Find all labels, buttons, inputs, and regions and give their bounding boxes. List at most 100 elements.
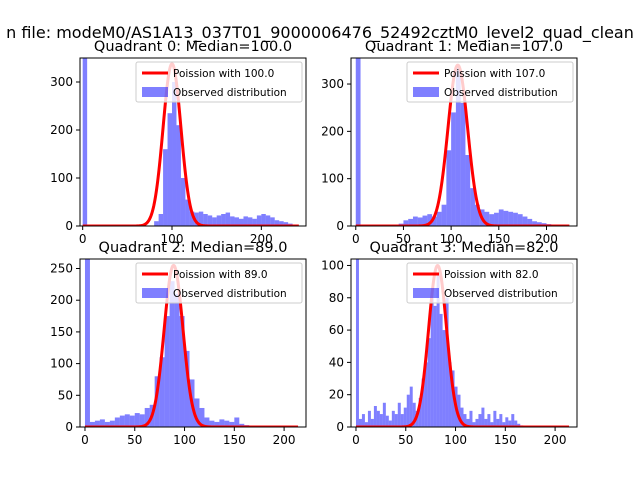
histogram-bar	[388, 420, 392, 427]
histogram-bar	[441, 204, 447, 226]
subplot-title: Quadrant 2: Median=89.0	[99, 240, 288, 256]
x-tick-label: 50	[127, 433, 142, 447]
histogram-bar	[397, 402, 401, 427]
histogram-bar	[408, 218, 413, 226]
histogram-bar	[391, 410, 395, 427]
axes-frame	[79, 57, 307, 227]
histogram-bar	[114, 417, 120, 427]
histogram-bar	[421, 378, 425, 427]
histogram-bar	[475, 418, 479, 427]
y-tick-label: 0	[336, 219, 344, 233]
histogram-bar	[139, 414, 145, 427]
histogram-bar	[185, 199, 190, 226]
histogram-bar	[214, 421, 220, 427]
histogram-bar	[499, 414, 503, 427]
histogram-bar	[367, 410, 371, 427]
histogram-bar	[239, 218, 244, 226]
histogram-bar	[432, 216, 437, 226]
x-tick-label: 50	[398, 433, 413, 447]
histogram-bar	[427, 214, 433, 226]
y-tick-label: 50	[58, 388, 73, 402]
histogram-bar	[209, 420, 215, 427]
x-tick-label: 200	[535, 232, 558, 246]
histogram-bar	[484, 211, 490, 226]
histogram-bar	[82, 58, 88, 226]
x-tick-label: 150	[487, 232, 510, 246]
histogram-bar	[212, 217, 217, 226]
x-tick-label: 0	[81, 433, 89, 447]
histogram-bar	[508, 211, 514, 226]
histogram-bar	[536, 222, 542, 226]
poisson-curve	[354, 263, 571, 427]
histogram-bar	[433, 305, 437, 427]
legend: Poission with 100.0 Observed distribution	[135, 61, 303, 103]
x-tick-label: 0	[79, 232, 87, 246]
histogram-bar	[239, 423, 245, 427]
histogram-bar	[158, 214, 164, 226]
histogram-bar	[484, 418, 488, 427]
histogram-bar	[84, 259, 90, 427]
histogram-bar	[494, 212, 499, 226]
histogram-bar	[394, 414, 398, 427]
histogram-bar	[283, 222, 289, 226]
histogram-bar	[376, 410, 380, 427]
histogram-bar	[406, 394, 410, 427]
histogram-bar	[261, 214, 266, 226]
y-tick-label: 100	[50, 357, 73, 371]
histogram-bar	[129, 415, 135, 427]
histogram-bar	[427, 338, 431, 427]
histogram-bar	[119, 415, 125, 427]
x-tick-label: 100	[161, 232, 184, 246]
subplot-3: 0 50 100 150 200 0 20 40 60 80 100 Poission with 82…	[321, 240, 578, 447]
poisson-curve	[83, 263, 300, 427]
histogram-bar	[385, 415, 389, 427]
histogram-bar	[169, 281, 175, 427]
x-tick-label: 50	[396, 232, 411, 246]
histogram-bar	[505, 417, 509, 427]
x-tick-label: 100	[440, 232, 463, 246]
histogram-bar	[517, 423, 521, 427]
histogram-bar	[403, 407, 407, 427]
histogram-bar	[221, 214, 226, 226]
legend-box	[406, 262, 574, 304]
histogram-bar	[379, 414, 383, 427]
plot-area	[83, 259, 300, 427]
legend-histogram-swatch	[142, 87, 168, 97]
y-tick-label: 150	[50, 325, 73, 339]
histogram-bar	[219, 419, 225, 427]
histogram-bar	[415, 410, 419, 427]
histogram-bar	[184, 350, 190, 427]
histogram-bar	[172, 82, 177, 226]
histogram-bar	[243, 216, 248, 226]
subplot-title: Quadrant 3: Median=82.0	[370, 240, 559, 256]
histogram-bar	[229, 421, 235, 427]
x-tick-label: 0	[352, 232, 360, 246]
y-tick-label: 40	[329, 355, 344, 369]
histogram-bar	[487, 414, 491, 427]
histogram-bar	[194, 398, 200, 427]
histogram-bar	[446, 150, 452, 226]
histogram-bar	[493, 410, 497, 427]
subplot-2: 0 50 100 150 200 0 50 100 150 200 250 Poission with…	[50, 240, 307, 447]
histogram-bar	[174, 293, 180, 427]
histogram-bar	[517, 214, 523, 226]
histogram-bar	[99, 419, 105, 427]
legend-poisson-label: Poission with 107.0	[444, 68, 545, 80]
plot-area	[81, 58, 300, 226]
histogram-bar	[154, 221, 159, 226]
histogram-bar	[203, 214, 208, 226]
legend-histogram-label: Observed distribution	[444, 87, 558, 99]
histogram-bar	[412, 402, 416, 427]
histogram-bar	[194, 212, 199, 226]
y-tick-label: 60	[329, 323, 344, 337]
axes-frame	[79, 258, 307, 428]
histogram-bar	[94, 420, 100, 427]
histogram-bar	[180, 178, 186, 226]
histogram-bar	[144, 407, 150, 427]
x-tick-label: 150	[494, 433, 517, 447]
axes-frame	[350, 258, 578, 428]
histogram-bar	[532, 221, 537, 226]
x-tick-label: 200	[273, 433, 296, 447]
histogram-bar	[252, 218, 257, 226]
x-tick-label: 150	[223, 433, 246, 447]
